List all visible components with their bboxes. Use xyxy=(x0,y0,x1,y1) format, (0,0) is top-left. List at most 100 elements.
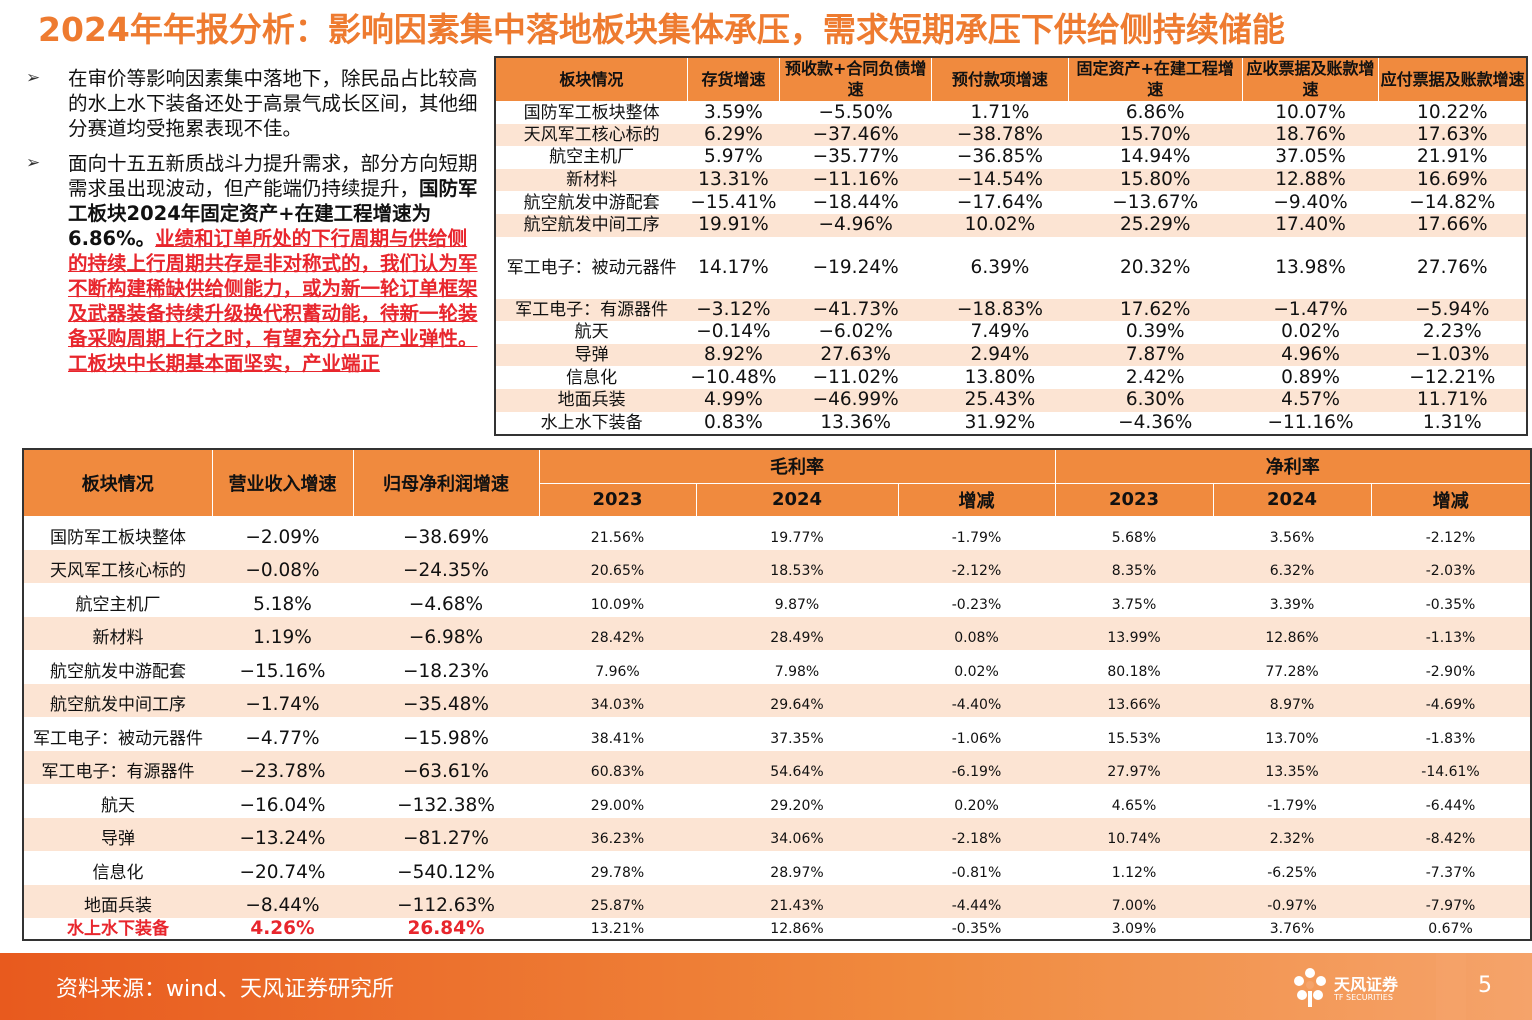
value-cell: 29.20% xyxy=(770,797,824,814)
table-row: 军工电子：被动元器件 −4.77% −15.98% 38.41% 37.35% -1.06… xyxy=(23,717,1531,751)
value-cell: -6.44% xyxy=(1425,797,1476,814)
value-cell: 15.53% xyxy=(1107,730,1161,747)
value-cell: −1.03% xyxy=(1378,343,1527,367)
header-revenue-growth: 营业收入增速 xyxy=(211,448,354,517)
header-fixed-assets: 固定资产+在建工程增速 xyxy=(1067,56,1243,102)
value-cell: 3.09% xyxy=(1111,921,1157,937)
table-row: 导弹 −13.24% −81.27% 36.23% 34.06% -2.18% 10.74%… xyxy=(23,817,1532,851)
value-cell: 37.35% xyxy=(770,730,824,747)
value-cell: 10.22% xyxy=(1417,101,1488,123)
table-row: 地面兵装 4.99% −46.99% 25.43% 6.30% 4.57% 11.71% xyxy=(495,388,1527,412)
bullet-list: ➢ 在审价等影响因素集中落地下，除民品占比较高的水上水下装备还处于高景气成长区间… xyxy=(24,66,484,386)
bullet-text-2: 面向十五五新质战斗力提升需求，部分方向短期需求虽出现波动，但产能端仍持续提升， xyxy=(68,152,478,200)
value-cell: 38.41% xyxy=(590,730,645,747)
bullet-text-2-highlight: 业绩和订单所处的下行周期与供给侧的持续上行周期共存是非对称式的，我们认为军不断构… xyxy=(68,227,478,375)
value-cell: −4.96% xyxy=(779,213,932,237)
value-cell: −15.16% xyxy=(239,660,326,682)
value-cell: 14.17% xyxy=(698,256,769,278)
value-cell: 34.06% xyxy=(696,817,898,851)
value-cell: −0.14% xyxy=(696,321,771,343)
sector-name-cell: 水上水下装备 xyxy=(67,919,169,939)
value-cell: 14.94% xyxy=(1119,146,1191,168)
sector-name-cell: 航空主机厂 xyxy=(549,147,635,168)
sector-name-cell: 地面兵装 xyxy=(495,388,688,412)
value-cell: 7.87% xyxy=(1068,343,1243,367)
table-row: 航空主机厂 5.97% −35.77% −36.85% 14.94% 37.05% 21.9… xyxy=(495,146,1527,169)
table-row: 天风军工核心标的 −0.08% −24.35% 20.65% 18.53% -2.12% 8… xyxy=(23,549,1532,583)
table-row: 航空主机厂 5.18% −4.68% 10.09% 9.87% -0.23% 3.75% 3.… xyxy=(23,583,1531,617)
value-cell: 18.76% xyxy=(1242,123,1379,147)
table-row: 航空航发中游配套 −15.16% −18.23% 7.96% 7.98% 0.02% 80.… xyxy=(23,650,1531,684)
value-cell: -0.97% xyxy=(1213,884,1372,918)
value-cell: −9.40% xyxy=(1273,191,1348,213)
value-cell: 28.97% xyxy=(770,864,824,881)
table-row: 天风军工核心标的 6.29% −37.46% −38.78% 15.70% 18.76% 1… xyxy=(495,123,1527,147)
value-cell: 0.08% xyxy=(898,616,1056,650)
header-inventory: 存货增速 xyxy=(686,56,781,102)
value-cell: −35.77% xyxy=(812,146,899,168)
header-gm-change: 增减 xyxy=(897,482,1056,517)
value-cell: 1.71% xyxy=(970,101,1030,123)
table-row: 军工电子：有源器件 −3.12% −41.73% −18.83% 17.62% −1.47… xyxy=(495,298,1527,322)
value-cell: −14.54% xyxy=(931,168,1069,192)
value-cell: 8.35% xyxy=(1055,549,1214,583)
value-cell: -7.37% xyxy=(1425,864,1476,881)
sector-name-cell: 新材料 xyxy=(23,616,212,650)
arrow-bullet-icon: ➢ xyxy=(26,68,41,88)
value-cell: 25.43% xyxy=(931,388,1069,412)
value-cell: -2.18% xyxy=(898,817,1056,851)
table-row: 地面兵装 −8.44% −112.63% 25.87% 21.43% -4.44% 7.00… xyxy=(23,884,1532,918)
value-cell: −15.98% xyxy=(402,727,490,749)
table-row: 国防军工板块整体 3.59% −5.50% 1.71% 6.86% 10.07% 10.22… xyxy=(495,101,1527,124)
table-row: 航空航发中间工序 −1.74% −35.48% 34.03% 29.64% -4.40% 1… xyxy=(23,683,1532,717)
value-cell: -1.06% xyxy=(951,730,1002,747)
sector-name-cell: 信息化 xyxy=(92,862,144,883)
value-cell: −17.64% xyxy=(956,191,1043,213)
header-prepayments: 预付款项增速 xyxy=(931,56,1069,102)
value-cell: 12.86% xyxy=(1213,616,1372,650)
value-cell: −4.68% xyxy=(408,593,484,615)
header-sector: 板块情况 xyxy=(494,56,688,102)
table-row: 新材料 1.19% −6.98% 28.42% 28.49% 0.08% 13.99% 12.… xyxy=(23,616,1532,650)
table-row: 航天 −0.14% −6.02% 7.49% 0.39% 0.02% 2.23% xyxy=(495,321,1527,344)
value-cell: 9.87% xyxy=(774,596,820,613)
header-receivables: 应收票据及账款增速 xyxy=(1241,56,1380,102)
value-cell: 7.98% xyxy=(774,663,820,680)
value-cell: 10.09% xyxy=(590,596,645,613)
value-cell: 0.02% xyxy=(1281,321,1340,343)
bullet-item-2: ➢ 面向十五五新质战斗力提升需求，部分方向短期需求虽出现波动，但产能端仍持续提升… xyxy=(24,151,484,376)
value-cell: 15.70% xyxy=(1068,123,1243,147)
sector-name-cell: 国防军工板块整体 xyxy=(50,527,186,548)
header-gm-2023: 2023 xyxy=(538,482,697,517)
value-cell: 29.00% xyxy=(590,797,645,814)
value-cell: -8.42% xyxy=(1371,817,1532,851)
value-cell: −6.02% xyxy=(818,321,893,343)
page-tab-decoration xyxy=(1436,953,1466,1020)
sector-name-cell: 天风军工核心标的 xyxy=(23,549,212,583)
value-cell: 28.49% xyxy=(696,616,898,650)
value-cell: 1.19% xyxy=(212,616,353,650)
header-net-profit-growth: 归母净利润增速 xyxy=(352,448,540,517)
footer-bar: 资料来源：wind、天风证券研究所 天风证券 TF SECURITIES 5 xyxy=(0,953,1532,1020)
table-row: 导弹 8.92% 27.63% 2.94% 7.87% 4.96% −1.03% xyxy=(495,343,1527,367)
value-cell: 13.35% xyxy=(1213,750,1372,784)
value-cell: 1.12% xyxy=(1111,864,1157,881)
value-cell: 4.99% xyxy=(687,388,780,412)
value-cell: 27.63% xyxy=(779,343,932,367)
table-row: 航天 −16.04% −132.38% 29.00% 29.20% 0.20% 4.65% -… xyxy=(23,784,1531,818)
table-row: 航空航发中间工序 19.91% −4.96% 10.02% 25.29% 17.40% 17… xyxy=(495,213,1527,237)
value-cell: 2.42% xyxy=(1125,366,1185,388)
logo-text: 天风证券 xyxy=(1334,975,1399,994)
value-cell: 12.86% xyxy=(770,921,824,937)
header-payables: 应付票据及账款增速 xyxy=(1378,56,1528,102)
value-cell: −8.44% xyxy=(212,884,353,918)
value-cell: -4.44% xyxy=(898,884,1056,918)
sector-name-cell: 航空航发中游配套 xyxy=(523,192,660,213)
value-cell: 13.66% xyxy=(1055,683,1214,717)
value-cell: 13.31% xyxy=(687,168,780,192)
value-cell: 10.02% xyxy=(931,213,1069,237)
bullet-text-1: 在审价等影响因素集中落地下，除民品占比较高的水上水下装备还处于高景气成长区间，其… xyxy=(68,67,478,140)
value-cell: 80.18% xyxy=(1107,663,1161,680)
value-cell: 3.56% xyxy=(1269,529,1315,546)
value-cell: 0.67% xyxy=(1428,921,1473,937)
